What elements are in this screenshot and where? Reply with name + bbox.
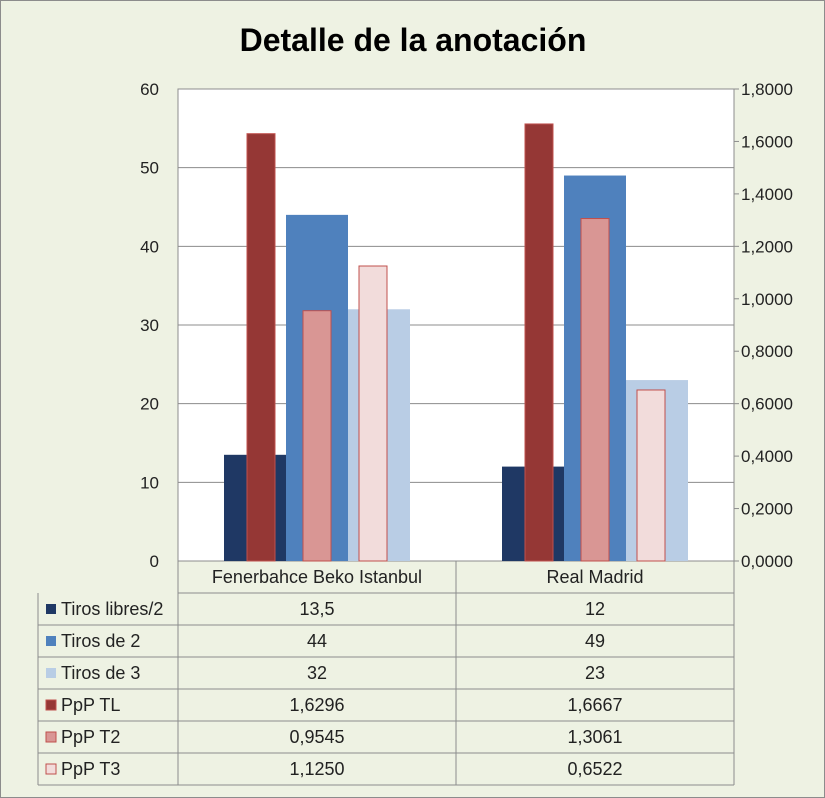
legend-label: PpP TL [61, 695, 120, 715]
secondary-axis-tick-label: 0,4000 [741, 447, 793, 466]
secondary-axis-tick-label: 1,8000 [741, 80, 793, 99]
data-cell-label: 13,5 [299, 599, 334, 619]
secondary-axis-tick-label: 0,6000 [741, 395, 793, 414]
primary-axis-tick-label: 40 [140, 237, 159, 256]
legend-key [46, 668, 56, 678]
legend-key [45, 731, 57, 743]
data-cell-label: 49 [585, 631, 605, 651]
data-cell-label: 44 [307, 631, 327, 651]
legend-key [45, 699, 57, 711]
secondary-axis-tick-label: 1,2000 [741, 237, 793, 256]
data-cell-label: 1,6667 [567, 695, 622, 715]
primary-axis-tick-label: 60 [140, 80, 159, 99]
bar-ppp-t3 [358, 265, 388, 562]
data-cell-label: 1,1250 [289, 759, 344, 779]
secondary-axis-tick-label: 0,2000 [741, 500, 793, 519]
legend-key [46, 636, 56, 646]
primary-axis-tick-label: 50 [140, 159, 159, 178]
primary-axis-tick-label: 0 [150, 552, 159, 571]
bar-ppp-t2 [302, 310, 332, 562]
data-cell-label: 0,6522 [567, 759, 622, 779]
legend-label: Tiros de 3 [61, 663, 140, 683]
data-cell-label: 23 [585, 663, 605, 683]
bar-ppp-tl [524, 123, 554, 562]
legend-label: PpP T2 [61, 727, 120, 747]
primary-axis-tick-label: 20 [140, 395, 159, 414]
secondary-axis-tick-label: 1,0000 [741, 290, 793, 309]
secondary-axis-tick-label: 1,4000 [741, 185, 793, 204]
data-cell-label: 1,6296 [289, 695, 344, 715]
legend-key [45, 763, 57, 775]
legend-label: Tiros de 2 [61, 631, 140, 651]
data-cell-label: 0,9545 [289, 727, 344, 747]
secondary-axis-tick-label: 0,8000 [741, 342, 793, 361]
data-cell-label: 32 [307, 663, 327, 683]
bar-ppp-t2 [580, 218, 610, 562]
data-cell-label: 1,3061 [567, 727, 622, 747]
bar-ppp-t3 [636, 389, 666, 562]
bar-ppp-tl [246, 133, 276, 562]
secondary-axis-tick-label: 0,0000 [741, 552, 793, 571]
secondary-axis-tick-label: 1,6000 [741, 132, 793, 151]
primary-axis-tick-label: 30 [140, 316, 159, 335]
legend-label: PpP T3 [61, 759, 120, 779]
category-label: Fenerbahce Beko Istanbul [212, 567, 422, 587]
primary-axis-tick-label: 10 [140, 473, 159, 492]
legend-label: Tiros libres/2 [61, 599, 163, 619]
legend-key [46, 604, 56, 614]
category-label: Real Madrid [546, 567, 643, 587]
chart-title: Detalle de la anotación [240, 22, 587, 58]
data-cell-label: 12 [585, 599, 605, 619]
